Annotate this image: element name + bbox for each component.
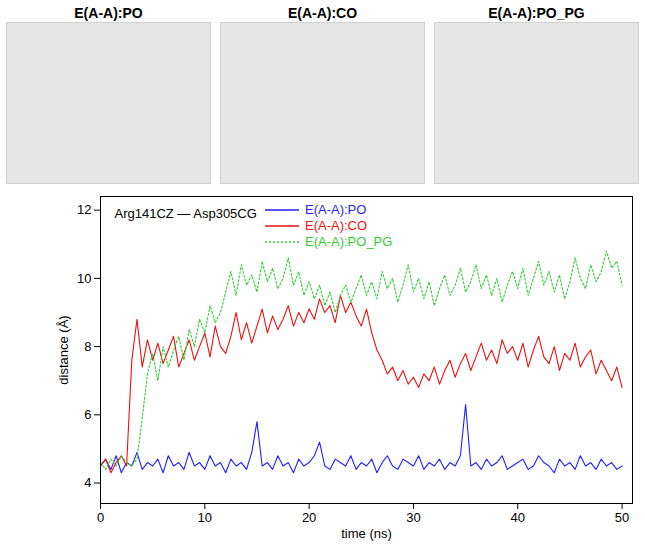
svg-text:20: 20 xyxy=(302,510,316,525)
html-text:E(A-A):CO: E(A-A):CO xyxy=(305,218,368,233)
html-text:E(A-A):PO_PG: E(A-A):PO_PG xyxy=(488,5,585,21)
html-text:E(A-A):PO_PG: E(A-A):PO_PG xyxy=(305,234,393,249)
svg-text:6: 6 xyxy=(84,407,91,422)
svg-text:40: 40 xyxy=(511,510,525,525)
svg-text:10: 10 xyxy=(77,271,91,286)
svg-text:time (ns): time (ns) xyxy=(341,526,392,541)
svg-text:4: 4 xyxy=(84,475,91,490)
svg-text:distance (Å): distance (Å) xyxy=(56,315,71,384)
svg-text:Arg141CZ — Asp305CG: Arg141CZ — Asp305CG xyxy=(115,206,257,221)
svg-text:8: 8 xyxy=(84,339,91,354)
html-text:E(A-A):PO: E(A-A):PO xyxy=(74,5,143,21)
svg-text:10: 10 xyxy=(198,510,212,525)
svg-text:30: 30 xyxy=(406,510,420,525)
html-text:E(A-A):CO: E(A-A):CO xyxy=(287,5,358,21)
svg-text:12: 12 xyxy=(77,202,91,217)
html-text:E(A-A):PO: E(A-A):PO xyxy=(305,202,367,217)
svg-text:0: 0 xyxy=(97,510,104,525)
svg-text:50: 50 xyxy=(615,510,629,525)
